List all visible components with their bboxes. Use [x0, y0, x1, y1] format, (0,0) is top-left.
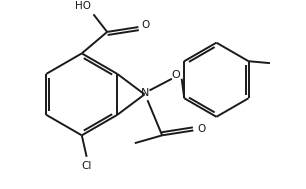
Text: O: O — [171, 70, 180, 80]
Text: O: O — [197, 124, 206, 133]
Text: HO: HO — [75, 2, 91, 12]
Text: O: O — [141, 20, 150, 30]
Text: N: N — [141, 88, 150, 98]
Text: Cl: Cl — [81, 161, 92, 171]
